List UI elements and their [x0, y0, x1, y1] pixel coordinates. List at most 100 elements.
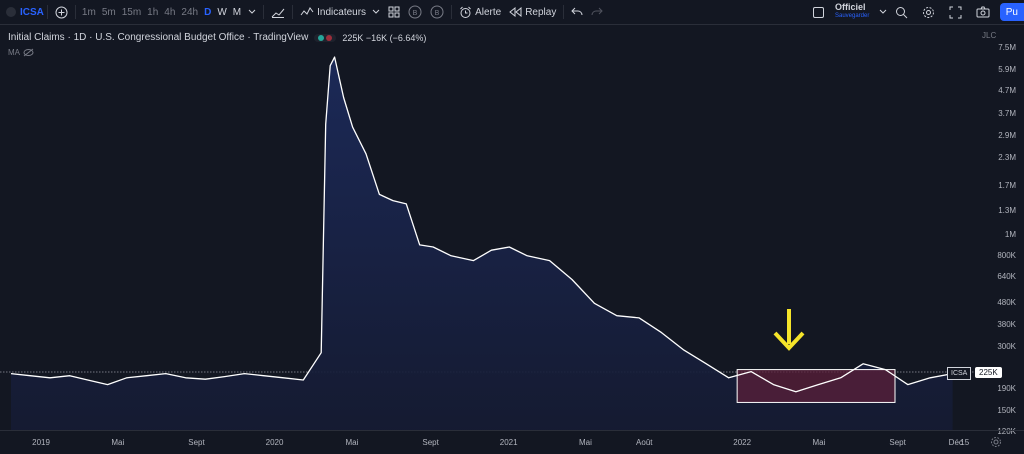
symbol-label: ICSA: [20, 6, 44, 18]
currency-label[interactable]: JLC: [982, 31, 997, 40]
alarm-clock-icon: [460, 6, 471, 18]
layout-name: Officiel: [835, 2, 866, 12]
series-line: [10, 56, 953, 393]
y-tick-label: 1M: [1004, 230, 1016, 240]
chart-legend: Initial Claims · 1D · U.S. Congressional…: [8, 32, 426, 43]
alert-label: Alerte: [475, 6, 502, 18]
x-tick-label: Mai: [111, 438, 125, 447]
time-axis[interactable]: 2019 Mai Sept 2020 Mai Sept 2021 Mai Août 2022 Mai…: [0, 430, 1024, 454]
down-arrow-icon: [773, 309, 805, 351]
y-tick-label: 120K: [997, 427, 1016, 436]
interval-5m[interactable]: 5m: [101, 6, 116, 18]
divider: [263, 5, 265, 19]
chevron-down-icon: [372, 9, 380, 14]
y-tick-label: 7.5M: [998, 43, 1016, 52]
y-tick-label: 300K: [997, 341, 1016, 351]
divider: [451, 5, 453, 19]
interval-w[interactable]: W: [217, 6, 227, 18]
symbol-logo-icon: [6, 7, 16, 17]
x-tick-label: Mai: [345, 438, 359, 447]
svg-text:B: B: [435, 10, 440, 17]
x-tick-label: Mai: [812, 438, 826, 447]
interval-24h[interactable]: 24h: [181, 6, 199, 18]
interval-dropdown[interactable]: [244, 0, 260, 24]
top-toolbar: ICSA 1m 5m 15m 1h 4h 24h D W M Indicateurs B B A…: [0, 0, 1024, 25]
last-price-label: 225K: [975, 367, 1002, 378]
interval-1m[interactable]: 1m: [81, 6, 96, 18]
x-tick-label: Sept: [422, 438, 439, 447]
interval-1h[interactable]: 1h: [147, 6, 159, 18]
y-tick-label: 480K: [997, 298, 1016, 308]
undo-button[interactable]: [567, 0, 587, 24]
series-title[interactable]: Initial Claims · 1D · U.S. Congressional…: [8, 32, 309, 43]
add-compare-button[interactable]: [51, 0, 72, 24]
divider: [563, 5, 565, 19]
x-tick-label: Déc: [948, 438, 963, 447]
market-status[interactable]: [314, 33, 337, 42]
circle-b-icon: B: [408, 5, 422, 19]
circle-b-icon: B: [430, 5, 444, 19]
x-tick-label: Août: [636, 438, 653, 447]
chart-canvas[interactable]: [0, 24, 975, 430]
data-window-button[interactable]: B: [426, 0, 448, 24]
interval-4h[interactable]: 4h: [164, 6, 176, 18]
y-tick-label: 2.3M: [998, 152, 1016, 162]
x-tick-label: Sept: [188, 438, 205, 447]
indicators-label: Indicateurs: [317, 6, 367, 18]
y-tick-label: 2.9M: [998, 131, 1016, 141]
grid-icon: [388, 6, 400, 18]
price-axis[interactable]: 7.5M 5.9M 4.7M 3.7M 2.9M 2.3M 1.7M 1.3M 1M 800K 64…: [975, 24, 1024, 436]
rewind-icon: [509, 7, 522, 17]
publish-button[interactable]: Pu: [999, 3, 1024, 21]
x-tick-label: 2020: [265, 438, 284, 447]
fullscreen-icon[interactable]: [949, 6, 962, 19]
indicators-button[interactable]: Indicateurs: [296, 0, 384, 24]
chart-type-button[interactable]: [267, 0, 289, 24]
status-dot-icon: [326, 34, 333, 41]
layout-menu[interactable]: Officiel Sauvegarder: [812, 0, 887, 24]
divider: [292, 5, 294, 19]
interval-m[interactable]: M: [232, 6, 242, 18]
plus-circle-icon: [55, 6, 68, 18]
gear-icon[interactable]: [922, 6, 935, 19]
y-tick-label: 5.9M: [998, 65, 1016, 75]
x-tick-label: Sept: [889, 438, 906, 447]
save-status: Sauvegarder: [835, 13, 870, 19]
y-tick-label: 1.3M: [998, 205, 1016, 215]
chevron-down-icon: [248, 9, 256, 14]
divider: [74, 5, 76, 19]
replay-button[interactable]: Replay: [505, 0, 560, 24]
undo-icon: [571, 7, 583, 16]
y-tick-label: 380K: [997, 319, 1016, 329]
replay-label: Replay: [525, 6, 557, 18]
search-icon[interactable]: [895, 6, 908, 19]
eye-hidden-icon[interactable]: [23, 48, 34, 57]
object-tree-button[interactable]: B: [404, 0, 426, 24]
indicators-icon: [300, 7, 314, 16]
y-tick-label: 190K: [997, 384, 1016, 394]
alert-button[interactable]: Alerte: [455, 0, 505, 24]
status-dot-icon: [318, 34, 325, 41]
ma-indicator[interactable]: MA: [8, 48, 34, 57]
area-chart-icon: [271, 8, 285, 18]
x-tick-label: 15: [960, 438, 970, 447]
redo-button[interactable]: [587, 0, 607, 24]
x-tick-label: Mai: [578, 438, 592, 447]
y-tick-label: 4.7M: [998, 86, 1016, 96]
symbol-price-tag: ICSA: [947, 367, 972, 380]
interval-d[interactable]: D: [204, 6, 212, 18]
interval-15m[interactable]: 15m: [121, 6, 142, 18]
highlight-box[interactable]: [736, 369, 896, 403]
layout-square-icon: [813, 6, 824, 18]
symbol-search[interactable]: ICSA: [0, 7, 44, 18]
y-tick-label: 1.7M: [998, 180, 1016, 190]
templates-button[interactable]: [384, 0, 404, 24]
settings-gear-icon[interactable]: [990, 436, 1002, 448]
camera-icon[interactable]: [976, 6, 990, 18]
svg-text:B: B: [413, 10, 418, 17]
x-tick-label: 2021: [499, 438, 518, 447]
y-tick-label: 150K: [997, 406, 1016, 416]
series-value: 225K −16K (−6.64%): [342, 32, 427, 43]
x-tick-label: 2022: [733, 438, 752, 447]
publish-label: Pu: [1005, 6, 1018, 18]
